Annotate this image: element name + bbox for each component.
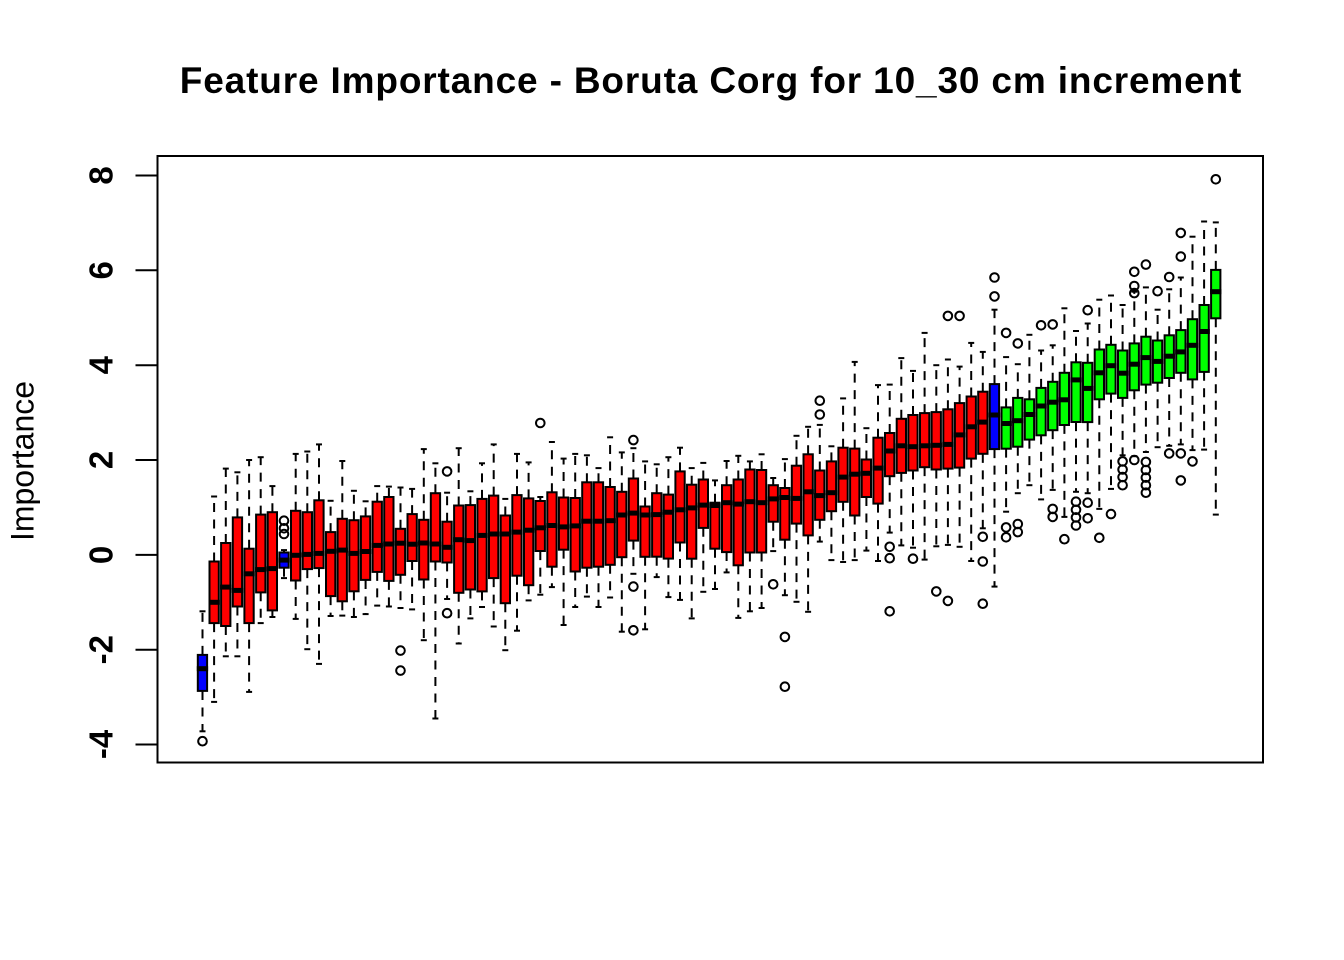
svg-text:4: 4 <box>83 355 120 374</box>
svg-text:8: 8 <box>83 166 120 184</box>
svg-text:-2: -2 <box>83 635 120 664</box>
svg-text:Feature Importance - Boruta Co: Feature Importance - Boruta Corg for 10_… <box>180 60 1242 101</box>
svg-text:-4: -4 <box>83 729 120 759</box>
svg-text:2: 2 <box>83 451 120 469</box>
svg-text:6: 6 <box>83 261 120 279</box>
svg-text:Importance: Importance <box>5 381 41 541</box>
svg-text:0: 0 <box>83 546 120 564</box>
